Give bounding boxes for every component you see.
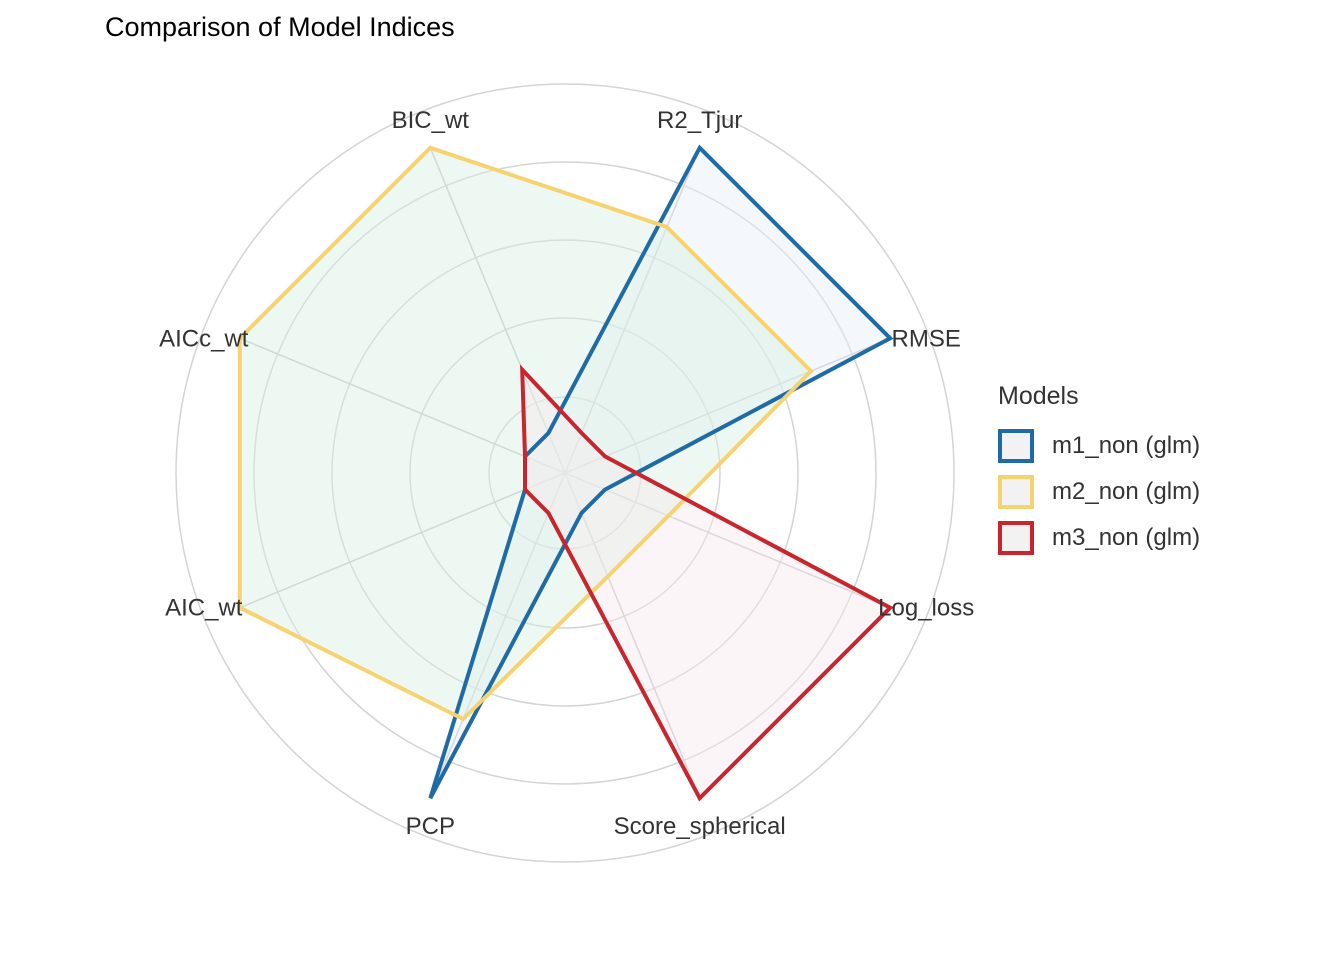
series-fills <box>239 147 891 799</box>
axis-label-aicc_wt: AICc_wt <box>159 325 249 352</box>
legend-items: m1_non (glm) m2_non (glm) m3_non (glm) <box>998 423 1200 561</box>
axis-label-score_spherical: Score_spherical <box>614 813 786 840</box>
series-lines <box>237 144 894 802</box>
spoke-score_spherical <box>564 472 701 799</box>
grid-circle-4 <box>253 161 877 785</box>
legend-label-1: m1_non (glm) <box>1052 432 1201 459</box>
legend: Models m1_non (glm) m2_non (glm) m3_non (g… <box>998 382 1200 561</box>
axis-label-r2_tjur: R2_Tjur <box>657 107 742 134</box>
axis-label-rmse: RMSE <box>892 325 961 352</box>
legend-item-2: m2_non (glm) <box>998 469 1200 515</box>
series-line-2 <box>237 145 814 722</box>
axis-label-bic_wt: BIC_wt <box>392 107 470 134</box>
axis-label-aic_wt: AIC_wt <box>165 595 243 622</box>
legend-swatch-1 <box>998 429 1034 463</box>
series-area-1 <box>430 147 891 799</box>
axis-labels: R2_Tjur RMSE Log_loss Score_spherical PCP AIC… <box>159 107 974 840</box>
series-line-3 <box>520 364 894 802</box>
axis-label-log_loss: Log_loss <box>878 595 974 622</box>
grid-circle-5 <box>175 83 955 863</box>
grid <box>175 83 955 863</box>
legend-item-1: m1_non (glm) <box>998 423 1200 469</box>
spoke-rmse <box>564 337 891 474</box>
legend-label-2: m2_non (glm) <box>1052 478 1201 505</box>
spoke-bic_wt <box>429 147 566 474</box>
legend-swatch-2 <box>998 475 1034 509</box>
chart-title: Comparison of Model Indices <box>105 12 455 42</box>
spoke-r2_tjur <box>564 147 701 474</box>
legend-item-3: m3_non (glm) <box>998 515 1200 561</box>
spoke-log_loss <box>564 472 891 609</box>
spoke-pcp <box>429 472 566 799</box>
axis-label-pcp: PCP <box>406 813 455 840</box>
grid-circle-1 <box>488 396 642 550</box>
series-area-3 <box>522 369 891 799</box>
legend-title: Models <box>998 382 1079 410</box>
grid-circle-3 <box>331 239 799 707</box>
spoke-aic_wt <box>239 472 566 609</box>
legend-swatch-3 <box>998 521 1034 555</box>
spoke-aicc_wt <box>239 337 566 474</box>
legend-label-3: m3_non (glm) <box>1052 524 1201 551</box>
grid-circle-2 <box>409 317 721 629</box>
